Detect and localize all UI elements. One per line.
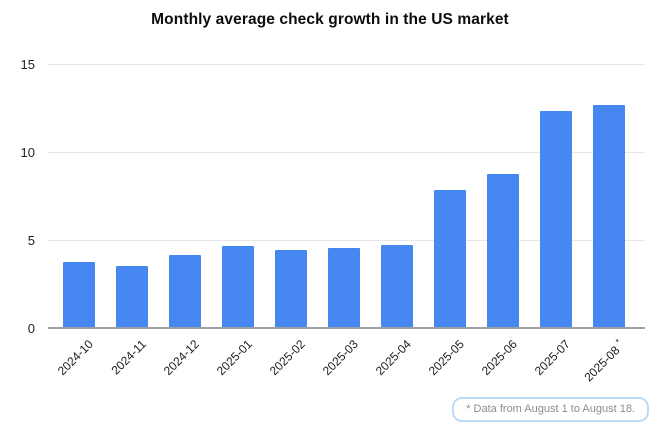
x-tick-label: 2025-02 bbox=[266, 337, 308, 379]
y-tick-label: 10 bbox=[20, 145, 35, 161]
bar-slot bbox=[317, 65, 370, 329]
bar-2025-05 bbox=[434, 189, 467, 329]
footnote-badge: * Data from August 1 to August 18. bbox=[452, 397, 649, 422]
bar-slot bbox=[264, 65, 317, 329]
bars-layer bbox=[52, 65, 636, 329]
y-tick-label: 0 bbox=[27, 321, 35, 336]
bar-2025-07 bbox=[540, 110, 573, 329]
gridline bbox=[48, 64, 645, 65]
bar-2025-04 bbox=[381, 244, 414, 329]
x-tick-label: 2025-03 bbox=[319, 337, 361, 379]
bar-slot bbox=[583, 65, 636, 329]
bar-slot bbox=[211, 65, 264, 329]
bar-2025-03 bbox=[328, 248, 361, 329]
bar-2024-10 bbox=[62, 262, 95, 329]
x-tick-label: 2025-05 bbox=[426, 337, 468, 379]
bar-2025-08 bbox=[593, 105, 626, 329]
bar-slot bbox=[424, 65, 477, 329]
bar-slot bbox=[371, 65, 424, 329]
plot-area bbox=[48, 64, 645, 329]
x-tick-label: 2025-06 bbox=[479, 337, 521, 379]
footnote-marker: * bbox=[613, 337, 624, 347]
bar-2025-01 bbox=[221, 246, 254, 329]
gridline bbox=[48, 152, 645, 153]
y-axis: 0 5 10 15 bbox=[0, 57, 40, 336]
bar-2024-12 bbox=[168, 255, 201, 329]
x-tick-label: 2025-01 bbox=[213, 337, 255, 379]
bar-slot bbox=[158, 65, 211, 329]
x-tick-label: 2024-10 bbox=[54, 337, 96, 379]
bar-2025-06 bbox=[487, 174, 520, 329]
bar-slot bbox=[477, 65, 530, 329]
y-tick-label: 5 bbox=[27, 233, 35, 249]
x-tick-label: 2025-07 bbox=[532, 337, 574, 379]
bar-slot bbox=[105, 65, 158, 329]
bar-slot bbox=[52, 65, 105, 329]
bar-2025-02 bbox=[274, 249, 307, 329]
bar-2024-11 bbox=[115, 265, 148, 329]
chart-title: Monthly average check growth in the US m… bbox=[151, 11, 509, 28]
x-axis-line bbox=[48, 327, 645, 329]
x-tick-label: 2025-04 bbox=[372, 337, 414, 379]
bar-slot bbox=[530, 65, 583, 329]
x-tick-label: 2024-11 bbox=[108, 337, 149, 378]
y-tick-label: 15 bbox=[20, 57, 35, 72]
x-tick-label: 2025-08 * bbox=[581, 337, 626, 385]
gridline bbox=[48, 240, 645, 241]
x-tick-label: 2024-12 bbox=[160, 337, 202, 379]
